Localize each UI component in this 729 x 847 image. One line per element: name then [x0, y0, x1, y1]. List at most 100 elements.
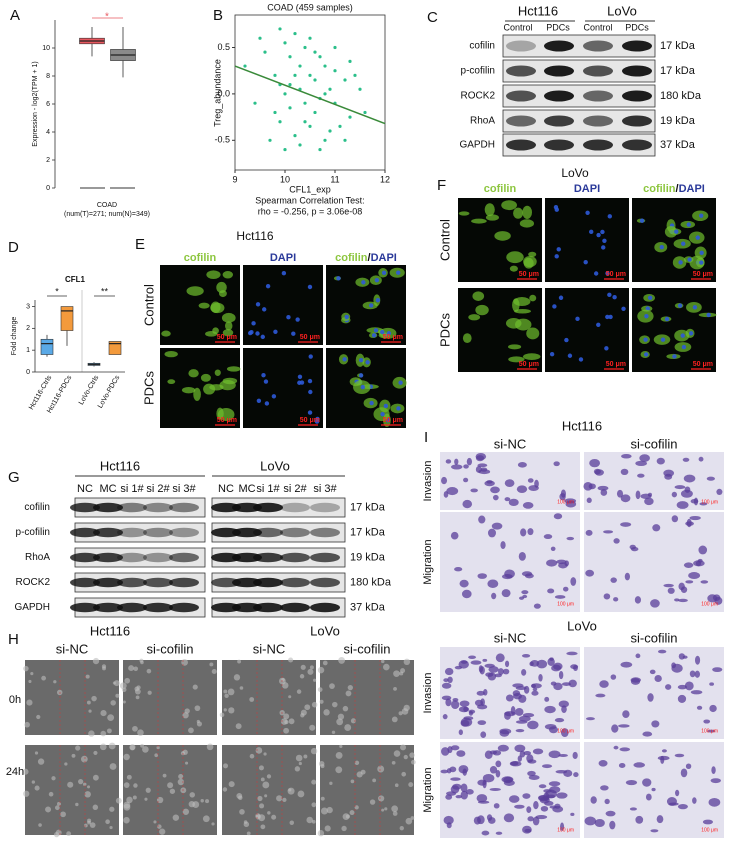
cell [524, 573, 534, 579]
cell [394, 783, 399, 788]
cell [585, 717, 595, 721]
cell [544, 800, 554, 806]
cell [553, 461, 560, 467]
nucleus [380, 329, 385, 335]
nucleus [365, 360, 370, 365]
cell [403, 704, 410, 712]
cell [547, 588, 555, 594]
x-tick-label: 11 [330, 174, 339, 184]
blot-band [70, 502, 100, 513]
cell [64, 762, 68, 766]
blot-band [583, 90, 613, 102]
cell [495, 760, 502, 768]
header-part: DAPI [574, 183, 600, 195]
cell [535, 815, 548, 820]
cell [329, 683, 335, 690]
row-label: Control [437, 219, 452, 261]
cell [503, 813, 515, 823]
condition-label: si-NC [494, 436, 527, 451]
blot-band [211, 552, 241, 563]
x-tick-label: 9 [232, 174, 237, 184]
point [348, 115, 352, 119]
nucleus [596, 232, 601, 238]
nucleus [398, 380, 403, 385]
blot-band [70, 552, 100, 563]
cell [161, 330, 171, 337]
cell [661, 749, 667, 753]
cell [331, 730, 336, 735]
cell [287, 787, 295, 795]
cell [475, 455, 485, 462]
cell [533, 603, 541, 609]
scale-bar-label: 50 μm [217, 417, 237, 424]
cell [532, 687, 538, 692]
cell [512, 683, 524, 688]
cell [523, 750, 531, 756]
point [363, 110, 367, 115]
cell [563, 586, 569, 592]
point [328, 129, 332, 133]
cell [266, 774, 272, 779]
nucleus [251, 321, 256, 326]
cell [620, 661, 633, 668]
cell [485, 672, 494, 677]
cell [516, 485, 528, 493]
cell [60, 811, 66, 818]
cell [454, 567, 463, 572]
cell [182, 808, 190, 815]
cell [369, 799, 376, 805]
cell [222, 377, 238, 385]
cell [206, 743, 214, 751]
blot-band [169, 527, 199, 538]
header-part: / [676, 183, 679, 195]
cell [455, 794, 462, 799]
point [323, 92, 327, 96]
blot-band [232, 577, 262, 588]
cell [463, 464, 469, 469]
y-axis-label: Treg_abundance [212, 59, 222, 127]
cell [239, 809, 245, 815]
cell [34, 785, 40, 791]
cell [354, 805, 359, 810]
cell [332, 701, 338, 708]
cell [82, 782, 87, 786]
nucleus [369, 400, 374, 406]
scale-bar-label: 50 μm [300, 334, 320, 341]
cell [451, 700, 460, 709]
cell [685, 580, 694, 584]
cell [462, 499, 473, 509]
cell [501, 589, 511, 598]
cell [87, 785, 91, 789]
blot-band [253, 552, 283, 563]
cell [618, 763, 626, 768]
panel-title: LoVo [561, 166, 589, 180]
cell [520, 528, 527, 537]
cell [249, 697, 255, 702]
assay-label: Migration [422, 767, 434, 812]
scale-bar-label: 100 μm [701, 728, 718, 734]
cell [322, 660, 328, 666]
y-tick-label: 3 [26, 303, 30, 310]
size-label: 17 kDa [350, 501, 386, 513]
column-header: DAPI [270, 252, 296, 264]
cell [483, 689, 488, 696]
cell [584, 816, 597, 826]
scale-bar-label: 100 μm [557, 499, 574, 505]
annotation: Spearman Correlation Test: [255, 195, 364, 205]
cell [461, 589, 472, 599]
cell [485, 214, 499, 221]
cell [299, 674, 305, 679]
cell [67, 781, 74, 788]
cell [408, 782, 414, 788]
cell [474, 699, 484, 707]
cell [683, 562, 694, 568]
cell [257, 795, 263, 802]
regression-line [234, 65, 386, 125]
cell [477, 720, 487, 726]
blot-band [280, 577, 310, 588]
cell [522, 353, 541, 361]
condition-label: si-NC [253, 641, 286, 656]
column-header: cofilin/DAPI [335, 252, 397, 264]
cell [156, 796, 164, 804]
cell [712, 667, 723, 673]
